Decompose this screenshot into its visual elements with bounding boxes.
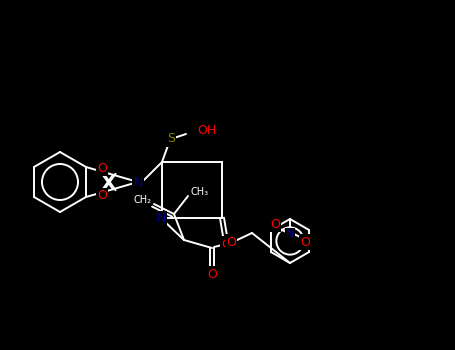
- Text: O: O: [270, 217, 280, 231]
- Text: N: N: [157, 212, 166, 225]
- Text: O: O: [221, 238, 231, 251]
- Text: CH₃: CH₃: [191, 187, 209, 197]
- Text: OH: OH: [197, 124, 216, 136]
- Text: O: O: [300, 236, 310, 248]
- Text: O: O: [97, 189, 107, 202]
- Text: N: N: [133, 175, 143, 189]
- Text: O: O: [97, 162, 107, 175]
- Text: O: O: [207, 267, 217, 280]
- Text: N: N: [286, 229, 294, 239]
- Text: O: O: [226, 236, 236, 248]
- Text: CH₂: CH₂: [133, 195, 151, 205]
- Text: S: S: [167, 133, 175, 146]
